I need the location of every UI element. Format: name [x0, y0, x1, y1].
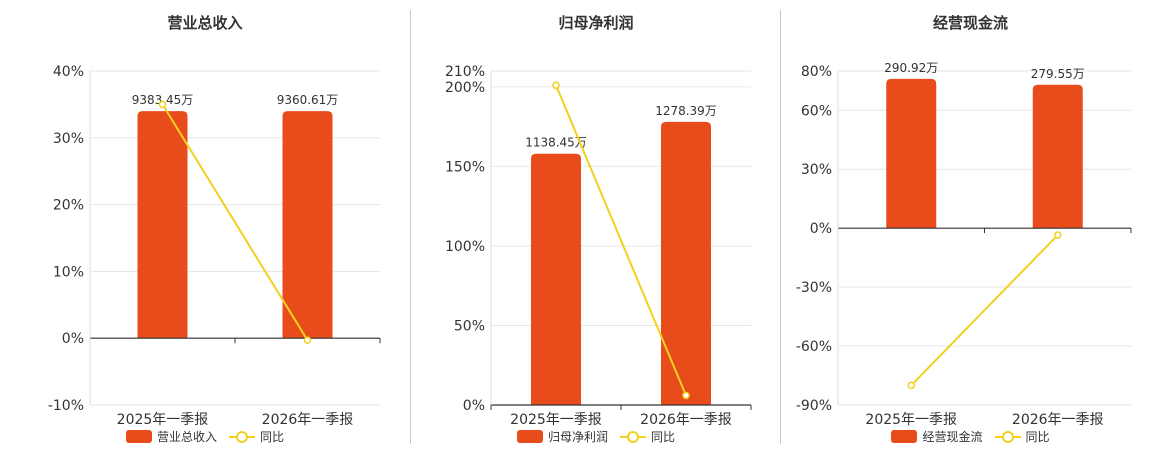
- panel-divider: [780, 10, 781, 444]
- y-tick-label: 20%: [53, 198, 84, 214]
- line-series: [910, 234, 1059, 387]
- bar: [886, 78, 937, 229]
- legend-label: 同比: [651, 430, 676, 444]
- chart-legend: 经营现金流 同比: [781, 428, 1160, 445]
- line-series: [161, 103, 309, 341]
- cash-flow-chart: -90% -60% -30% 0% 30% 60% 80% 290.92万 279.55万 202…: [796, 61, 1132, 428]
- line-point: [682, 391, 690, 400]
- y-tick-label: -60%: [796, 339, 832, 355]
- legend-label: 经营现金流: [922, 430, 983, 444]
- chart-legend: 归母净利润 同比: [411, 428, 781, 445]
- legend-item-bar[interactable]: 经营现金流: [891, 428, 983, 445]
- x-tick-label: 2026年一季报: [1012, 412, 1104, 428]
- bar-value-label: 1278.39万: [655, 104, 717, 118]
- bar-value-label: 279.55万: [1031, 67, 1085, 81]
- legend-line-swatch: [994, 430, 1021, 443]
- bar-value-label: 1138.45万: [525, 136, 587, 150]
- legend-label: 营业总收入: [156, 430, 217, 444]
- bar-value-label: 9383.45万: [132, 93, 194, 107]
- legend-line-swatch: [229, 430, 255, 443]
- legend-label: 同比: [1025, 430, 1050, 444]
- net-profit-chart-panel: 归母净利润 0% 50% 100% 150% 200% 210% 1138.45万 1278.…: [411, 0, 781, 450]
- line-point: [1054, 231, 1062, 239]
- bar-value-label: 290.92万: [884, 61, 938, 75]
- y-tick-label: -10%: [48, 398, 84, 414]
- y-tick-label: -30%: [796, 280, 832, 296]
- legend-bar-swatch: [125, 430, 152, 443]
- y-tick-label: 40%: [53, 64, 84, 80]
- y-tick-label: 50%: [454, 318, 485, 334]
- x-tick-label: 2026年一季报: [262, 412, 354, 428]
- legend-item-bar[interactable]: 归母净利润: [516, 428, 608, 445]
- legend-label: 归母净利润: [547, 430, 608, 444]
- legend-line-swatch: [620, 430, 646, 443]
- cash-flow-chart-panel: 经营现金流 -90% -60% -30% 0% 30% 60% 80% 290.92万 279.…: [781, 0, 1160, 450]
- bar: [661, 121, 711, 406]
- y-tick-label: 80%: [801, 64, 832, 80]
- revenue-chart: -10% 0% 10% 20% 30% 40% 9383.45万 9360.61万 2025年一…: [48, 64, 381, 428]
- legend-item-line[interactable]: 同比: [229, 428, 284, 445]
- x-tick-label: 2025年一季报: [510, 412, 602, 428]
- legend-item-bar[interactable]: 营业总收入: [125, 428, 217, 445]
- y-tick-label: 30%: [53, 131, 84, 147]
- legend-bar-swatch: [891, 430, 918, 443]
- chart-title: 营业总收入: [167, 14, 243, 32]
- revenue-chart-panel: 营业总收入 -10% 0% 10% 20% 30% 40% 9383.45万 9360.61万…: [0, 0, 410, 450]
- legend-bar-swatch: [516, 430, 543, 443]
- y-tick-label: 210%: [445, 64, 485, 80]
- y-tick-label: 200%: [445, 80, 485, 96]
- chart-title: 归母净利润: [558, 14, 634, 32]
- bar: [1032, 84, 1083, 229]
- y-tick-label: 0%: [62, 331, 84, 347]
- y-tick-label: 0%: [463, 398, 485, 414]
- chart-legend: 营业总收入 同比: [0, 428, 410, 445]
- y-tick-label: 30%: [801, 162, 832, 178]
- bar: [282, 111, 333, 339]
- y-tick-label: 10%: [53, 264, 84, 280]
- line-point: [303, 336, 312, 344]
- x-tick-label: 2026年一季报: [640, 412, 732, 428]
- net-profit-chart: 0% 50% 100% 150% 200%210% 1138.45万 1278.39万 202…: [445, 64, 752, 428]
- line-point: [907, 381, 915, 390]
- bar-value-label: 9360.61万: [277, 93, 339, 107]
- y-tick-label: -90%: [796, 398, 832, 414]
- x-tick-label: 2025年一季报: [117, 412, 209, 428]
- bar: [531, 153, 581, 405]
- y-tick-label: 60%: [801, 103, 832, 119]
- panel-divider: [410, 10, 411, 444]
- legend-label: 同比: [260, 430, 285, 444]
- y-tick-label: 100%: [445, 239, 485, 255]
- line-series: [555, 84, 687, 396]
- legend-item-line[interactable]: 同比: [620, 428, 675, 445]
- line-point: [552, 81, 560, 90]
- line-point: [158, 100, 167, 109]
- legend-item-line[interactable]: 同比: [994, 428, 1050, 445]
- y-tick-label: 150%: [445, 159, 485, 175]
- chart-title: 经营现金流: [932, 14, 1008, 32]
- bar: [137, 111, 188, 339]
- x-tick-label: 2025年一季报: [865, 412, 957, 428]
- y-tick-label: 0%: [810, 221, 832, 237]
